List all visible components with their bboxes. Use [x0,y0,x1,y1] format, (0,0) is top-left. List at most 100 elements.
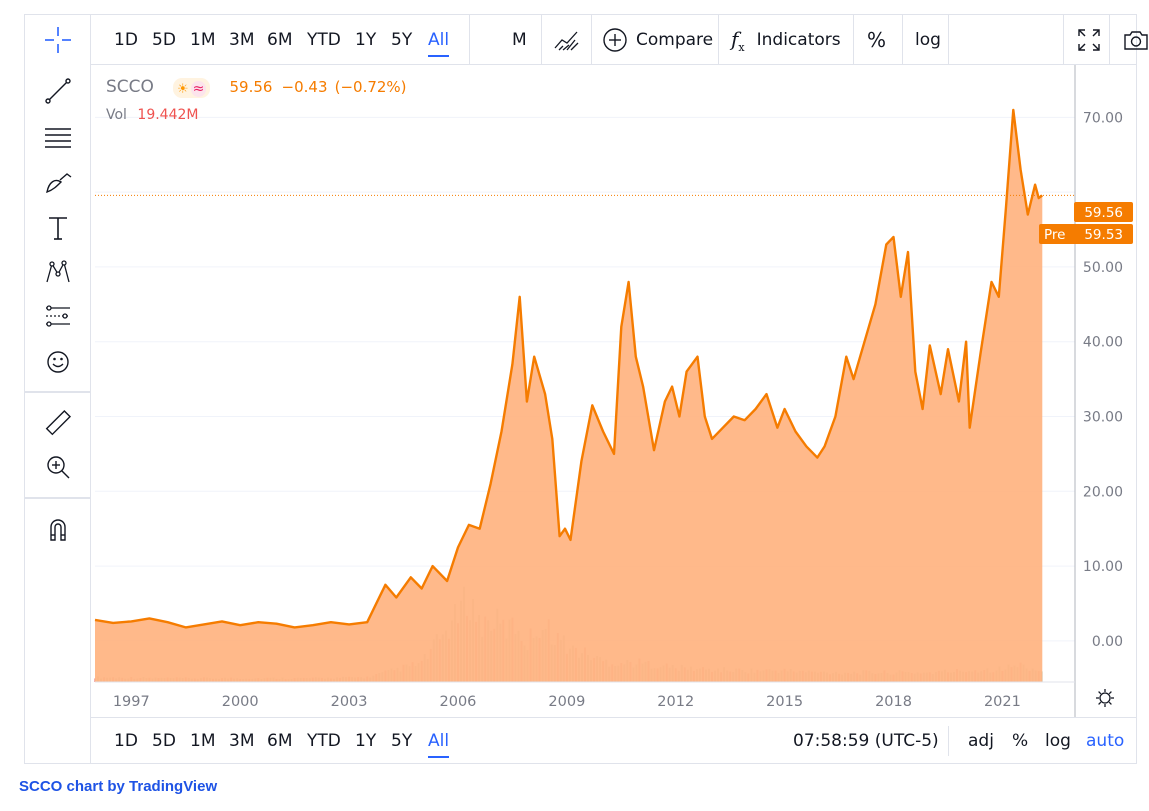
log-button[interactable]: log [915,30,941,50]
x-tick-label: 2009 [548,694,585,710]
x-tick-label: 2018 [875,694,912,710]
range-all-button[interactable]: All [428,15,450,65]
price-axis[interactable]: 0.00 10.00 20.00 30.00 40.00 50.00 70.00 [1083,110,1123,650]
active-underline [428,55,450,57]
emoji-icon[interactable] [39,343,77,381]
prediction-icon[interactable] [39,298,77,336]
range-5y-button[interactable]: 5Y [391,30,413,50]
y-tick-label: 70.00 [1083,110,1123,126]
y-tick-label: 40.00 [1083,335,1123,351]
percent-button[interactable]: % [867,28,887,52]
chart-style-button[interactable] [553,15,581,65]
range-ytd-button[interactable]: YTD [307,731,341,751]
x-tick-label: 2003 [331,694,368,710]
range-1d-button[interactable]: 1D [114,30,138,50]
percent-scale-button[interactable]: % [1012,731,1029,751]
range-ytd-button[interactable]: YTD [307,30,341,50]
screenshot-button[interactable] [1122,15,1149,65]
current-price-tag: 59.56 [1074,202,1133,222]
range-6m-button[interactable]: 6M [267,30,293,50]
range-1y-button[interactable]: 1Y [355,30,377,50]
y-tick-label: 50.00 [1083,260,1123,276]
clock-time[interactable]: 07:58:59 (UTC-5) [793,731,939,751]
toolbar-divider [718,15,719,65]
camera-icon [1124,31,1148,50]
fullscreen-button[interactable] [1076,15,1102,65]
x-tick-label: 2015 [766,694,803,710]
sun-icon: ☀ [177,81,189,97]
x-tick-label: 2021 [984,694,1021,710]
trend-line-icon[interactable] [39,72,77,110]
range-1y-button[interactable]: 1Y [355,731,377,751]
tradingview-link[interactable]: TradingView [129,778,218,795]
range-3m-button[interactable]: 3M [229,30,255,50]
settings-button[interactable] [1096,689,1114,707]
range-5d-button[interactable]: 5D [152,731,176,751]
volume-label: Vol [106,107,127,123]
log-scale-button[interactable]: log [1045,731,1071,751]
indicators-label: Indicators [756,30,841,50]
adj-button[interactable]: adj [968,731,994,751]
x-tick-label: 2000 [222,694,259,710]
volume-value: 19.442M [137,107,199,123]
toolbar-divider [948,15,949,65]
toolbar-divider [25,497,90,499]
text-icon[interactable] [39,209,77,247]
active-underline [428,756,450,758]
y-tick-label: 0.00 [1092,634,1123,650]
range-6m-button[interactable]: 6M [267,731,293,751]
toolbar-divider [25,391,90,393]
zoom-in-icon[interactable] [39,448,77,486]
pattern-icon[interactable] [39,253,77,291]
market-status-badge[interactable]: ☀ ≈ [173,77,211,98]
bottom-toolbar: 1D 5D 1M 3M 6M YTD 1Y 5Y All 07:58:59 (U… [91,717,1136,763]
range-1d-button[interactable]: 1D [114,731,138,751]
auto-scale-button[interactable]: auto [1086,731,1125,751]
brush-icon[interactable] [39,164,77,202]
attribution: SCCO chart by TradingView [19,778,217,795]
premarket-label: Pre [1044,227,1065,243]
toolbar-divider [853,15,854,65]
chart-widget: 1D 5D 1M 3M 6M YTD 1Y 5Y All M Compare f… [24,14,1148,764]
interval-button[interactable]: M [512,30,527,50]
range-1m-button[interactable]: 1M [190,731,216,751]
toolbar-divider [1109,15,1110,65]
gear-icon [1096,689,1114,707]
price-line [94,108,1044,629]
indicators-button[interactable]: fx Indicators [731,15,841,65]
premarket-price-value: 59.53 [1084,227,1123,243]
x-tick-label: 2006 [440,694,477,710]
ruler-icon[interactable] [39,404,77,442]
y-tick-label: 10.00 [1083,559,1123,575]
range-3m-button[interactable]: 3M [229,731,255,751]
price-chart[interactable]: 0.00 10.00 20.00 30.00 40.00 50.00 70.00 1997 2… [25,65,1136,717]
fullscreen-icon [1078,29,1100,51]
toolbar-divider [469,15,470,65]
range-5d-button[interactable]: 5D [152,30,176,50]
toolbar-divider [591,15,592,65]
crosshair-icon[interactable] [39,21,77,59]
range-1m-button[interactable]: 1M [190,30,216,50]
time-axis[interactable]: 1997 2000 2003 2006 2009 2012 2015 2018 2021 [113,694,1021,710]
range-all-label: All [428,731,450,751]
price-change-percent: (−0.72%) [334,78,407,96]
magnet-icon[interactable] [39,510,77,548]
plus-circle-icon [603,28,627,52]
price-change: −0.43 [281,78,328,96]
fx-icon: fx [731,26,745,54]
range-all-button[interactable]: All [428,718,450,764]
symbol-label[interactable]: SCCO [106,77,154,97]
premarket-price-tag: Pre 59.53 [1039,224,1133,244]
area-chart-icon [554,31,579,51]
attribution-text: SCCO chart by [19,778,130,795]
toolbar-divider [1063,15,1064,65]
legend: SCCO ☀ ≈ 59.56 −0.43 (−0.72%) [106,77,407,98]
toolbar-divider [902,15,903,65]
y-tick-label: 20.00 [1083,484,1123,500]
range-5y-button[interactable]: 5Y [391,731,413,751]
x-tick-label: 1997 [113,694,150,710]
horizontal-lines-icon[interactable] [39,118,77,156]
toolbar-divider [541,15,542,65]
compare-button[interactable]: Compare [602,15,713,65]
range-all-label: All [428,30,450,50]
